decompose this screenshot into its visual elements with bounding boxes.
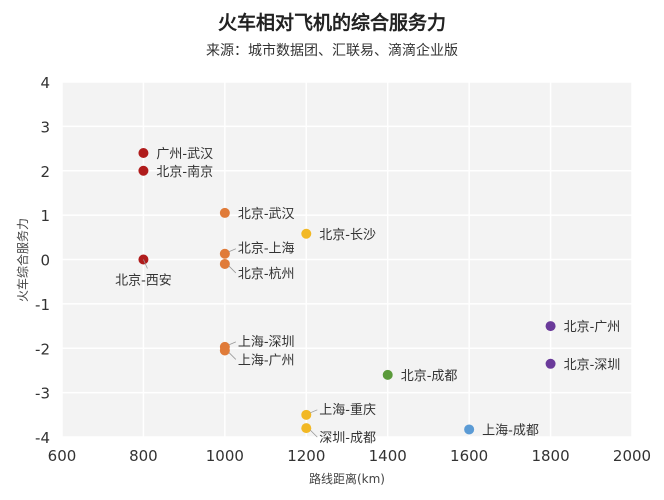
- y-tick-labels: 4 3 2 1 0 -1 -2 -3 -4: [35, 74, 50, 447]
- y-tick-label: 4: [40, 74, 50, 92]
- data-label: 北京-广州: [564, 320, 621, 335]
- x-tick-label: 1800: [531, 447, 569, 465]
- y-tick-label: 0: [40, 252, 50, 270]
- leader-line: [310, 429, 318, 438]
- data-label: 北京-上海: [238, 242, 295, 257]
- data-label: 上海-成都: [482, 423, 539, 438]
- x-tick-label: 800: [129, 447, 158, 465]
- data-label: 北京-长沙: [319, 228, 376, 243]
- x-tick-labels: 600 800 1000 1200 1400 1600 1800 2000: [48, 447, 651, 465]
- y-tick-label: 1: [40, 207, 50, 225]
- data-point: [138, 165, 149, 176]
- data-point: [545, 321, 556, 332]
- y-tick-label: -3: [35, 385, 50, 403]
- data-point: [464, 424, 475, 435]
- data-point: [138, 148, 149, 158]
- data-point: [301, 423, 312, 434]
- leader-line: [310, 409, 318, 414]
- data-label: 深圳-成都: [319, 431, 376, 446]
- leader-line: [228, 248, 237, 253]
- data-label: 北京-杭州: [238, 267, 295, 282]
- leader-line: [228, 265, 237, 274]
- y-tick-label: -2: [35, 340, 50, 358]
- x-tick-label: 1400: [369, 447, 407, 465]
- x-tick-label: 600: [48, 447, 77, 465]
- data-point: [301, 409, 312, 420]
- leader-line: [143, 259, 148, 269]
- data-point: [219, 248, 230, 259]
- x-tick-label: 1200: [287, 447, 325, 465]
- x-tick-label: 2000: [613, 447, 651, 465]
- y-tick-label: 3: [40, 118, 50, 136]
- y-axis-label: 火车综合服务力: [15, 218, 30, 302]
- data-label: 北京-西安: [115, 274, 172, 289]
- leader-line: [228, 352, 237, 360]
- chart-title: 火车相对飞机的综合服务力: [218, 11, 446, 34]
- data-point: [545, 358, 556, 369]
- data-point: [219, 207, 230, 218]
- x-axis-label: 路线距离(km): [309, 471, 385, 486]
- y-tick-label: -1: [35, 296, 50, 314]
- chart-subtitle: 来源：城市数据团、汇联易、滴滴企业版: [206, 42, 458, 59]
- data-label: 北京-武汉: [238, 207, 295, 222]
- y-tick-label: 2: [40, 163, 50, 181]
- y-tick-label: -4: [35, 429, 50, 447]
- x-tick-label: 1000: [206, 447, 244, 465]
- x-tick-label: 1600: [450, 447, 488, 465]
- data-point: [301, 228, 312, 239]
- data-label: 上海-深圳: [238, 335, 295, 350]
- leader-line: [228, 341, 237, 346]
- data-label: 北京-南京: [156, 164, 213, 180]
- data-label: 上海-重庆: [319, 402, 376, 418]
- data-label: 北京-成都: [401, 369, 458, 384]
- data-label: 北京-深圳: [564, 358, 621, 373]
- data-point: [219, 345, 230, 356]
- data-point: [382, 369, 393, 380]
- data-point: [219, 258, 230, 269]
- data-label: 广州-武汉: [156, 147, 213, 162]
- data-label: 上海-广州: [238, 353, 295, 368]
